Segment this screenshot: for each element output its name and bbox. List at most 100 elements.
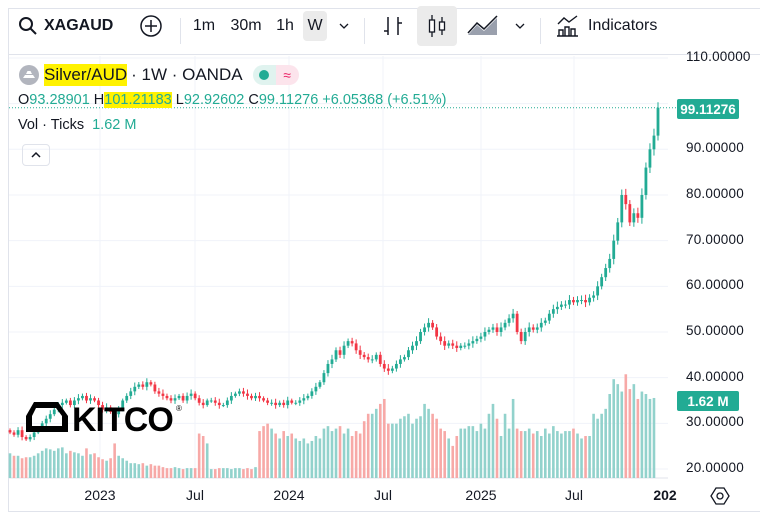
candle-body — [511, 313, 515, 319]
market-status[interactable]: ≈ — [252, 65, 299, 85]
candle-body — [310, 391, 314, 396]
volume-bar — [560, 433, 563, 478]
candle-body — [64, 400, 68, 403]
volume-bar — [258, 431, 261, 478]
market-open-icon — [252, 65, 276, 85]
volume-bar — [366, 413, 370, 478]
candle-body — [8, 430, 12, 433]
candle-body — [60, 402, 64, 406]
indicators-button[interactable]: Indicators — [556, 11, 668, 41]
volume-bar — [85, 448, 88, 478]
candle-body — [201, 402, 205, 406]
candle-body — [419, 331, 422, 342]
volume-bar — [89, 454, 92, 478]
candle-body — [403, 357, 406, 360]
candle-body — [213, 400, 217, 403]
interval-w[interactable]: W — [303, 11, 327, 41]
candle-body — [242, 391, 245, 394]
bars-style-button[interactable] — [378, 11, 408, 41]
kitco-watermark-logo: KITCO ® — [26, 401, 182, 434]
volume-legend[interactable]: Vol · Ticks 1.62 M — [18, 117, 136, 133]
candle-body — [233, 393, 237, 396]
high-label: H — [93, 92, 105, 108]
volume-bar — [600, 413, 603, 478]
volume-bar — [61, 447, 64, 478]
change-value: +6.05368 (+6.51%) — [322, 92, 447, 108]
chart-type-dropdown[interactable] — [510, 11, 530, 41]
candle-body — [81, 395, 84, 399]
volume-bar — [157, 465, 161, 478]
volume-bar — [129, 463, 133, 478]
volume-bar — [431, 413, 434, 478]
candle-body — [584, 300, 587, 303]
candle-body — [32, 432, 36, 438]
volume-bar — [165, 468, 169, 478]
price-label: 40.00000 — [686, 368, 744, 384]
candle-body — [374, 354, 378, 360]
time-label: 2023 — [84, 487, 116, 503]
volume-bar — [238, 468, 241, 478]
volume-bar — [28, 457, 32, 478]
chart-frame — [8, 8, 760, 512]
close-value: 99.11276 — [258, 92, 319, 108]
volume-bar — [181, 469, 185, 478]
low-value: 92.92602 — [183, 92, 245, 108]
candle-body — [40, 423, 44, 428]
chart-settings-button[interactable] — [710, 486, 730, 511]
interval-1h[interactable]: 1h — [276, 17, 294, 34]
time-label: Jul — [565, 487, 583, 503]
volume-bar — [32, 455, 36, 478]
candle-body — [535, 327, 539, 330]
volume-bar — [495, 418, 499, 478]
candle-body — [44, 418, 48, 424]
compare-button[interactable] — [137, 11, 165, 41]
symbol-search-button[interactable]: XAGAUD — [18, 11, 126, 41]
candle-body — [644, 167, 648, 195]
symbol-title[interactable]: Silver/AUD — [44, 64, 128, 86]
volume-bar — [415, 418, 418, 478]
candle-body — [568, 300, 571, 305]
add-circle-icon — [140, 15, 162, 37]
candle-body — [616, 222, 620, 241]
toolbar — [9, 9, 760, 55]
volume-bar — [113, 443, 116, 478]
candle-body — [217, 402, 221, 406]
volume-bar — [69, 450, 72, 478]
interval-30m[interactable]: 30m — [230, 17, 262, 34]
collapse-legend-button[interactable] — [22, 144, 50, 166]
candle-body — [596, 286, 600, 296]
svg-text:®: ® — [176, 404, 182, 413]
volume-bar — [467, 426, 471, 478]
volume-bar — [459, 428, 463, 478]
candle-body — [519, 331, 523, 342]
volume-bar — [475, 431, 479, 478]
volume-bar — [548, 433, 551, 478]
volume-bar — [383, 398, 386, 478]
candle-body — [487, 329, 491, 332]
interval-dropdown[interactable] — [333, 11, 355, 41]
candle-body — [515, 313, 519, 332]
candle-body — [52, 409, 56, 415]
ohlc-legend: O93.28901 H101.21183 L92.92602 C99.11276… — [18, 92, 446, 108]
candle-body — [161, 393, 165, 396]
candle-body — [346, 341, 350, 346]
area-style-button[interactable] — [465, 11, 501, 41]
candle-body — [531, 327, 535, 330]
candle-body — [290, 400, 294, 403]
volume-bar — [254, 467, 257, 478]
candle-body — [225, 400, 229, 406]
candle-body — [652, 135, 656, 150]
candle-body — [278, 402, 282, 406]
candle-body — [153, 384, 157, 392]
candle-body — [258, 395, 261, 399]
candle-body — [189, 393, 193, 396]
volume-bar — [205, 443, 209, 478]
interval-1m[interactable]: 1m — [192, 17, 216, 34]
candles-style-button[interactable] — [417, 6, 457, 46]
candle-body — [523, 331, 527, 342]
volume-bar — [226, 468, 229, 478]
volume-bar — [624, 374, 628, 478]
volume-bar — [149, 464, 153, 478]
candle-body — [173, 398, 177, 401]
